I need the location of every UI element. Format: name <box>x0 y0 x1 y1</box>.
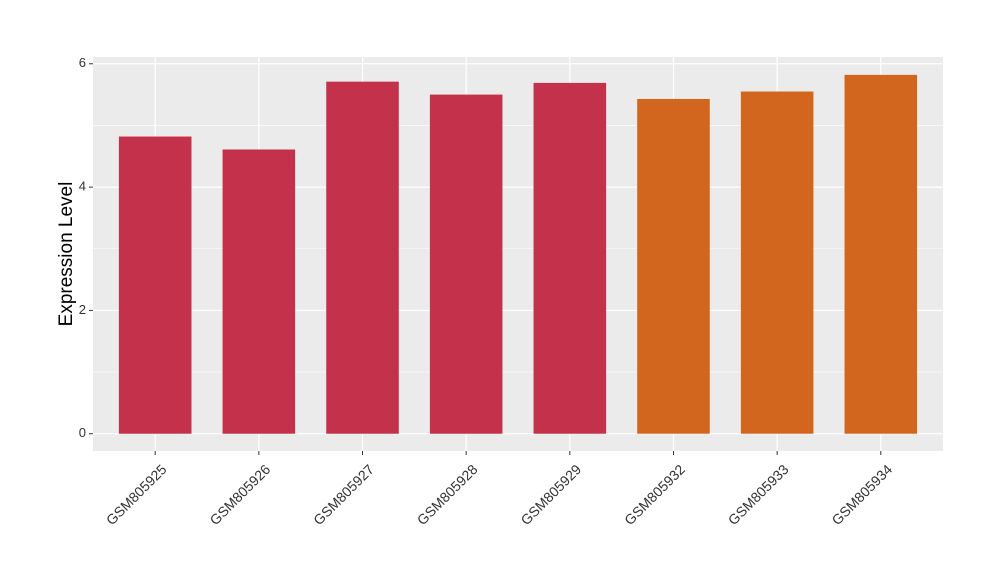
x-tick-label: GSM805927 <box>310 461 377 528</box>
panel <box>93 57 943 451</box>
x-tick-label: GSM805925 <box>103 461 170 528</box>
bar <box>844 74 918 434</box>
marks <box>118 74 918 434</box>
y-tick-label: 0 <box>79 425 86 440</box>
bar <box>118 136 192 434</box>
y-tick-label: 4 <box>79 179 86 194</box>
y-tick-label: 6 <box>79 55 86 70</box>
x-tick-label: GSM805933 <box>725 461 792 528</box>
bar <box>326 81 399 434</box>
x-tick-label: GSM805929 <box>517 461 584 528</box>
bar <box>222 149 296 434</box>
x-tick-label: GSM805934 <box>828 461 895 528</box>
bar <box>740 91 814 434</box>
bar <box>429 94 503 434</box>
y-axis-title: Expression Level <box>56 182 77 327</box>
x-tick-label: GSM805928 <box>414 461 481 528</box>
y-tick-label: 2 <box>79 302 86 317</box>
bar <box>533 82 607 434</box>
x-tick-label: GSM805926 <box>206 461 273 528</box>
x-tick-label: GSM805932 <box>621 461 688 528</box>
bar <box>637 98 710 434</box>
